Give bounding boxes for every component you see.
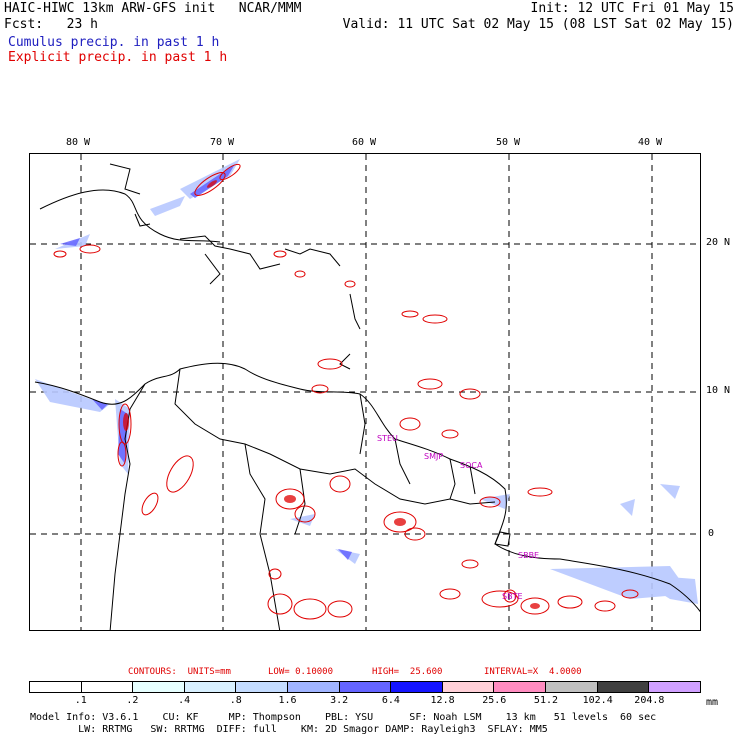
legend-color-segment bbox=[339, 682, 392, 692]
legend-tick-label: 12.8 bbox=[430, 695, 455, 706]
legend-color-segment bbox=[81, 682, 134, 692]
contour-interval: INTERVAL=X 4.0000 bbox=[484, 667, 582, 677]
legend-tick-label: .4 bbox=[178, 695, 191, 706]
legend-units: mm bbox=[706, 697, 719, 708]
lon-label: 40 W bbox=[638, 137, 663, 148]
legend-tick-label: 6.4 bbox=[381, 695, 400, 706]
lat-label: 10 N bbox=[706, 385, 731, 396]
legend-tick-label: .2 bbox=[126, 695, 139, 706]
contour-units: CONTOURS: UNITS=mm bbox=[128, 667, 231, 677]
valid-time: Valid: 11 UTC Sat 02 May 15 (08 LST Sat … bbox=[342, 17, 734, 32]
init-time: Init: 12 UTC Fri 01 May 15 bbox=[530, 1, 735, 16]
legend-color-segment bbox=[597, 682, 650, 692]
contour-high: HIGH= 25.600 bbox=[372, 667, 443, 677]
legend-color-segment bbox=[30, 682, 82, 692]
contour-low: LOW= 0.10000 bbox=[268, 667, 334, 677]
station-label: SBBE bbox=[518, 551, 540, 560]
map-title: HAIC-HIWC 13km ARW-GFS init NCAR/MMM bbox=[4, 1, 302, 16]
legend-color-segment bbox=[442, 682, 495, 692]
map-canvas bbox=[30, 154, 700, 630]
legend-tick-label: 25.6 bbox=[482, 695, 507, 706]
station-label: SBTE bbox=[502, 592, 523, 601]
forecast-hour: Fcst: 23 h bbox=[4, 17, 98, 32]
lat-label: 0 bbox=[708, 528, 715, 539]
legend-color-segment bbox=[236, 682, 289, 692]
coastlines bbox=[34, 163, 700, 630]
legend-color-segment bbox=[546, 682, 598, 692]
legend-tick-label: 51.2 bbox=[533, 695, 559, 706]
legend-tick-label: 102.4 bbox=[582, 695, 613, 706]
lon-label: 70 W bbox=[210, 137, 235, 148]
station-label: SOCA bbox=[460, 461, 483, 470]
legend-color-segment bbox=[184, 682, 237, 692]
lon-label: 50 W bbox=[496, 137, 521, 148]
legend-tick-label: .1 bbox=[74, 695, 87, 706]
station-label: STEU bbox=[377, 434, 398, 443]
cumulus-precip-core bbox=[60, 164, 352, 560]
model-physics-line: LW: RRTMG SW: RRTMG DIFF: full KM: 2D Sm… bbox=[30, 724, 548, 735]
explicit-precip-cores bbox=[123, 180, 540, 609]
legend-tick-label: .8 bbox=[229, 695, 242, 706]
explicit-legend-line: Explicit precip. in past 1 h bbox=[8, 50, 228, 65]
lat-label: 20 N bbox=[706, 237, 731, 248]
cumulus-precip-shading bbox=[35, 159, 698, 604]
legend-color-segment bbox=[391, 682, 443, 692]
explicit-precip-contours bbox=[53, 163, 639, 620]
legend-color-segment bbox=[494, 682, 547, 692]
legend-color-segment bbox=[649, 682, 700, 692]
legend-color-segment bbox=[288, 682, 340, 692]
lon-label: 60 W bbox=[352, 137, 377, 148]
station-label: SMJP bbox=[424, 452, 444, 461]
graticule bbox=[30, 154, 700, 630]
lon-label: 80 W bbox=[66, 137, 91, 148]
legend-color-segment bbox=[133, 682, 185, 692]
cumulus-legend-line: Cumulus precip. in past 1 h bbox=[8, 35, 220, 50]
legend-tick-label: 1.6 bbox=[278, 695, 297, 706]
color-legend-bar bbox=[29, 681, 701, 693]
map-panel: STEU SMJP SOCA SBBE SBTE bbox=[29, 153, 701, 631]
model-info-line: Model Info: V3.6.1 CU: KF MP: Thompson P… bbox=[30, 712, 657, 723]
legend-tick-label: 204.8 bbox=[634, 695, 665, 706]
legend-tick-label: 3.2 bbox=[330, 695, 349, 706]
